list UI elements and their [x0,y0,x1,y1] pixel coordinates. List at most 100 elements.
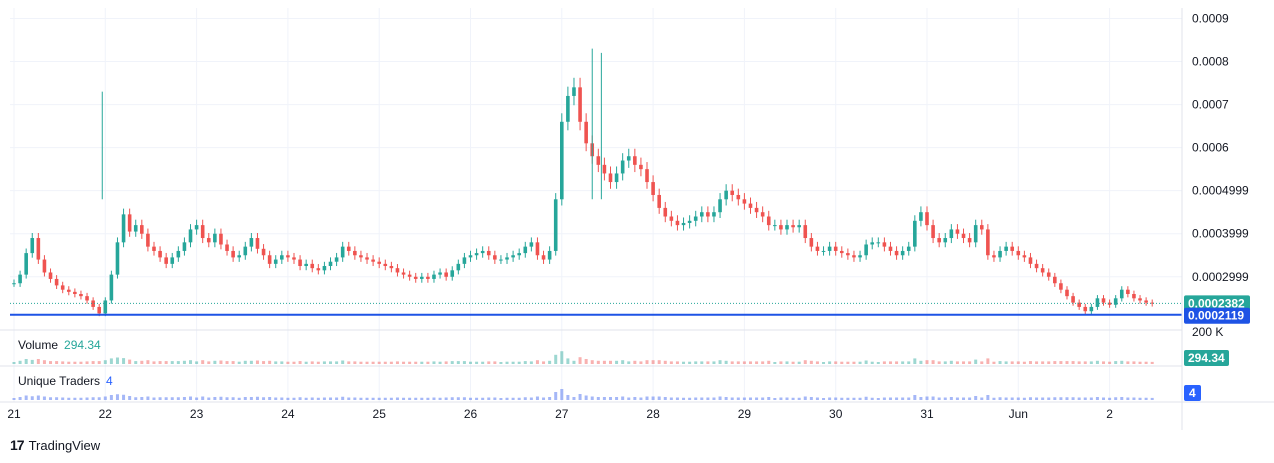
pane-separators: 200 K [0,325,1223,367]
volume-bar [633,360,637,364]
candle-body [925,212,929,226]
volume-bar [329,361,333,364]
candle-body [791,225,795,228]
volume-bar [724,360,728,364]
volume-bar [487,361,491,364]
volume-bar [949,360,953,364]
volume-bar [925,360,929,364]
volume-bar [828,361,832,364]
traders-bar [1065,397,1069,400]
traders-bar [779,397,783,400]
volume-bar [255,360,259,364]
volume-bar [103,360,107,364]
volume-bar [1083,361,1087,364]
volume-bar [176,361,180,364]
traders-bar [986,395,990,400]
volume-bar [730,361,734,364]
candle-body [742,199,747,204]
candle-body [669,216,674,221]
traders-bar [542,397,546,400]
traders-bar [1150,397,1154,400]
traders-bar [249,397,253,400]
time-axis[interactable]: 21 22 23 24 25 26 27 28 29 30 31 Jun 2 [0,401,1274,421]
tradingview-brand[interactable]: 17 TradingView [10,437,100,453]
candle-body [517,253,521,256]
traders-bar [621,396,625,400]
candle-body [821,250,826,252]
traders-bar [572,397,576,400]
candle-body [754,207,759,213]
traders-bar [663,397,667,400]
grid-lines [10,8,1182,402]
volume-bar [432,361,436,364]
volume-bar [18,360,22,364]
traders-bar [1028,397,1032,400]
volume-bar [42,360,46,364]
candle-body [809,238,814,247]
candle-body [949,229,954,239]
traders-bar [767,397,771,400]
traders-bar [219,396,223,400]
candle-body [30,238,35,254]
time-tick-label: 29 [738,407,752,421]
candle-body [785,225,789,230]
volume-bar [986,358,990,364]
candle-body [693,216,698,221]
volume-bar [736,361,740,364]
candle-body [730,190,735,195]
candle-body [1107,302,1112,305]
volume-bar [462,361,466,364]
volume-bar [651,360,655,364]
candle-body [614,173,619,183]
volume-bar [694,361,698,364]
price-axis[interactable]: 0.0009 0.0008 0.0007 0.0006 0.0004999 0.00039… [1181,8,1249,430]
volume-bar [231,361,235,364]
candle-body [450,270,455,277]
candle-body [779,225,783,230]
volume-bar [1150,361,1154,364]
candle-body [900,250,905,256]
volume-bar [548,360,552,364]
traders-bar [176,397,180,400]
candle-body [97,306,102,314]
volume-bar [371,361,375,364]
traders-bar [602,397,606,400]
volume-bar [262,361,266,364]
traders-bar [907,397,911,400]
traders-bar [1022,397,1026,400]
traders-bar [1095,397,1099,400]
traders-bar [158,397,162,400]
traders-bar [560,389,564,400]
time-tick-label: 22 [99,407,113,421]
volume-bar [797,361,801,364]
traders-bar [992,397,996,400]
volume-bar [596,360,600,364]
traders-bar [1041,397,1045,400]
traders-bar [395,397,399,400]
volume-bar [511,361,515,364]
traders-bar [931,396,935,400]
candle-body [237,255,242,258]
time-tick-label: 28 [646,407,660,421]
volume-bar [365,361,369,364]
volume-bar [213,360,217,364]
traders-bar [170,397,174,400]
traders-bar [718,396,722,400]
traders-bar [748,397,752,400]
volume-bar [1041,361,1045,364]
candle-body [626,156,631,161]
candle-body [1083,306,1088,312]
candle-body [36,238,41,260]
candle-body [60,285,65,290]
traders-bar [1016,397,1020,400]
candle-body [286,255,290,258]
traders-bar [870,397,874,400]
volume-bar [773,362,777,364]
traders-bar [36,395,40,400]
volume-axis-tick: 200 K [1192,325,1223,339]
traders-bar [42,396,46,400]
volume-bar [535,360,539,364]
volume-bar [682,361,686,364]
candle-body [1046,272,1051,277]
